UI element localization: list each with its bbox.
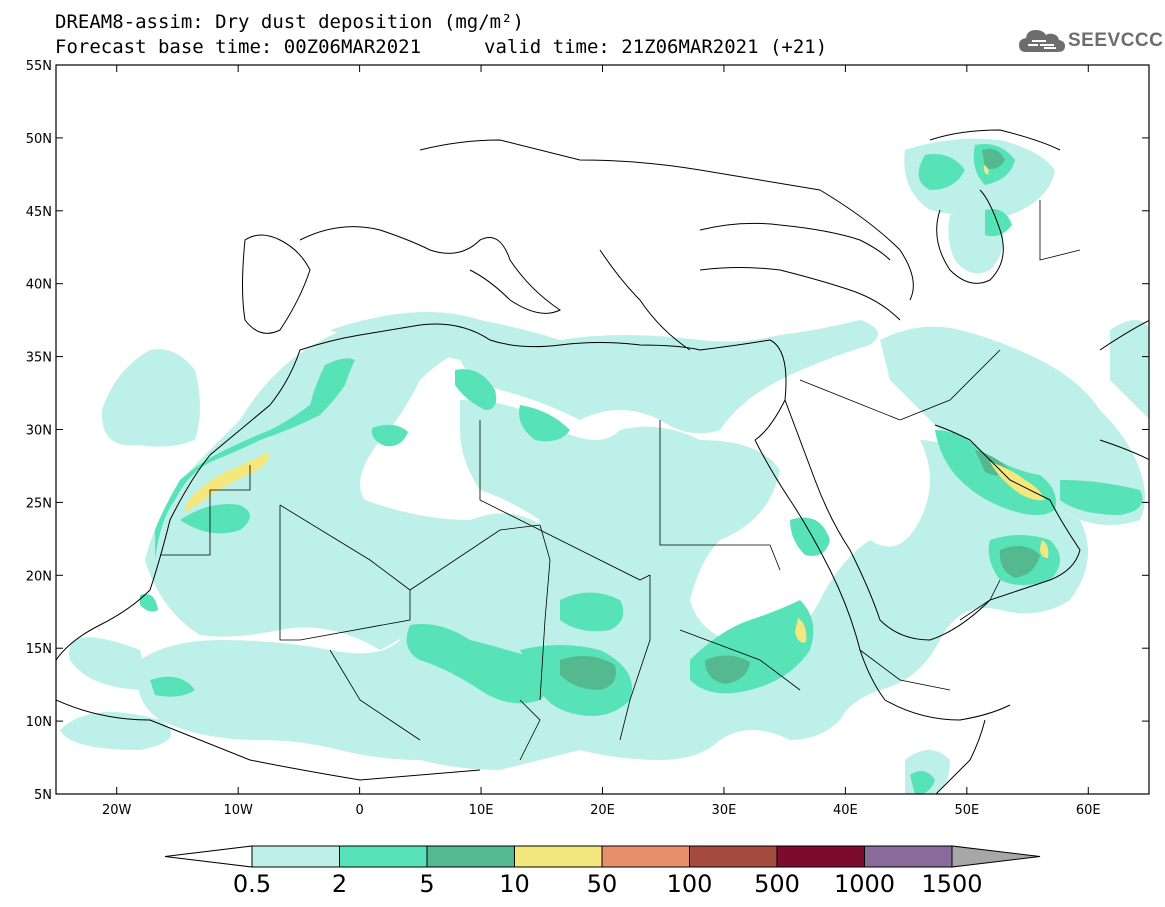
colorbar-swatch xyxy=(514,845,603,868)
colorbar-swatch xyxy=(601,845,690,868)
lon-label: 40E xyxy=(833,803,858,818)
colorbar-label: 500 xyxy=(754,870,800,898)
lat-label: 20N xyxy=(26,569,52,584)
colorbar xyxy=(164,845,1041,868)
lat-label: 5N xyxy=(34,788,52,803)
coastlines xyxy=(56,129,1149,794)
colorbar-label: 10 xyxy=(499,870,530,898)
colorbar-swatch xyxy=(251,845,340,868)
forecast-base-time: Forecast base time: 00Z06MAR2021 xyxy=(55,36,422,58)
colorbar-label: 2 xyxy=(331,870,348,898)
colorbar-label: 1500 xyxy=(921,870,983,898)
colorbar-label: 100 xyxy=(666,870,713,898)
lon-label: 0 xyxy=(355,803,363,818)
lat-label: 10N xyxy=(26,715,52,730)
lon-label: 50E xyxy=(954,803,979,818)
lat-label: 15N xyxy=(26,642,52,657)
lat-label: 55N xyxy=(26,59,52,74)
map-title: DREAM8-assim: Dry dust deposition (mg/m²… xyxy=(55,11,524,33)
colorbar-arrow-right xyxy=(951,845,1041,868)
lat-label: 45N xyxy=(26,205,52,220)
dust-field xyxy=(60,138,1149,794)
lat-label: 35N xyxy=(26,351,52,366)
colorbar-swatch xyxy=(426,845,515,868)
valid-time: valid time: 21Z06MAR2021 (+21) xyxy=(484,36,828,58)
lat-label: 30N xyxy=(26,424,52,439)
lat-label: 50N xyxy=(26,132,52,147)
axis-ticks xyxy=(56,64,1149,795)
colorbar-label: 50 xyxy=(586,870,618,898)
colorbar-swatch xyxy=(776,845,865,868)
cloud-icon xyxy=(1019,30,1065,52)
colorbar-arrow-left xyxy=(164,845,253,868)
dust-level-5 xyxy=(560,148,1040,690)
latitude-labels: 5N 10N 15N 20N 25N 30N 35N 40N 45N 50N 55N xyxy=(26,59,52,803)
colorbar-swatch xyxy=(864,845,953,868)
lon-label: 10E xyxy=(469,803,494,818)
lon-label: 60E xyxy=(1076,803,1101,818)
colorbar-swatch xyxy=(339,845,428,868)
colorbar-swatch xyxy=(689,845,778,868)
colorbar-label: 0.5 xyxy=(232,870,272,898)
seevccc-logo: SEEVCCC xyxy=(1018,26,1163,56)
dust-level-0-5 xyxy=(60,138,1149,794)
colorbar-label: 5 xyxy=(419,870,435,898)
lon-label: 20E xyxy=(590,803,615,818)
longitude-labels: 20W 10W 0 10E 20E 30E 40E 50E 60E xyxy=(102,803,1101,818)
lon-label: 10W xyxy=(223,803,253,818)
lon-label: 30E xyxy=(712,803,737,818)
lat-label: 40N xyxy=(26,278,52,293)
country-borders xyxy=(160,200,1081,761)
lat-label: 25N xyxy=(26,496,52,511)
colorbar-label: 1000 xyxy=(833,870,896,898)
lon-label: 20W xyxy=(102,803,132,818)
logo-text: SEEVCCC xyxy=(1068,30,1164,51)
